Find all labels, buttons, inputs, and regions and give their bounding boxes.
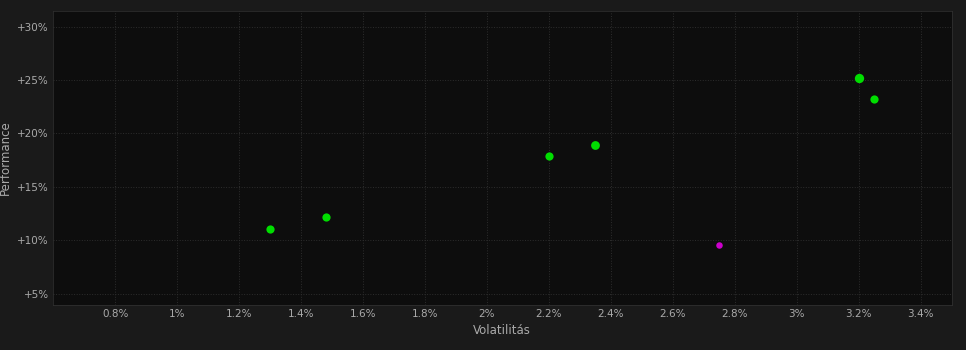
- Point: [851, 75, 867, 80]
- Point: [587, 142, 603, 148]
- Point: [541, 153, 556, 159]
- Point: [262, 226, 277, 231]
- X-axis label: Volatilitás: Volatilitás: [473, 324, 531, 337]
- Point: [867, 97, 882, 102]
- Point: [711, 242, 726, 247]
- Point: [318, 214, 333, 220]
- Y-axis label: Performance: Performance: [0, 120, 12, 195]
